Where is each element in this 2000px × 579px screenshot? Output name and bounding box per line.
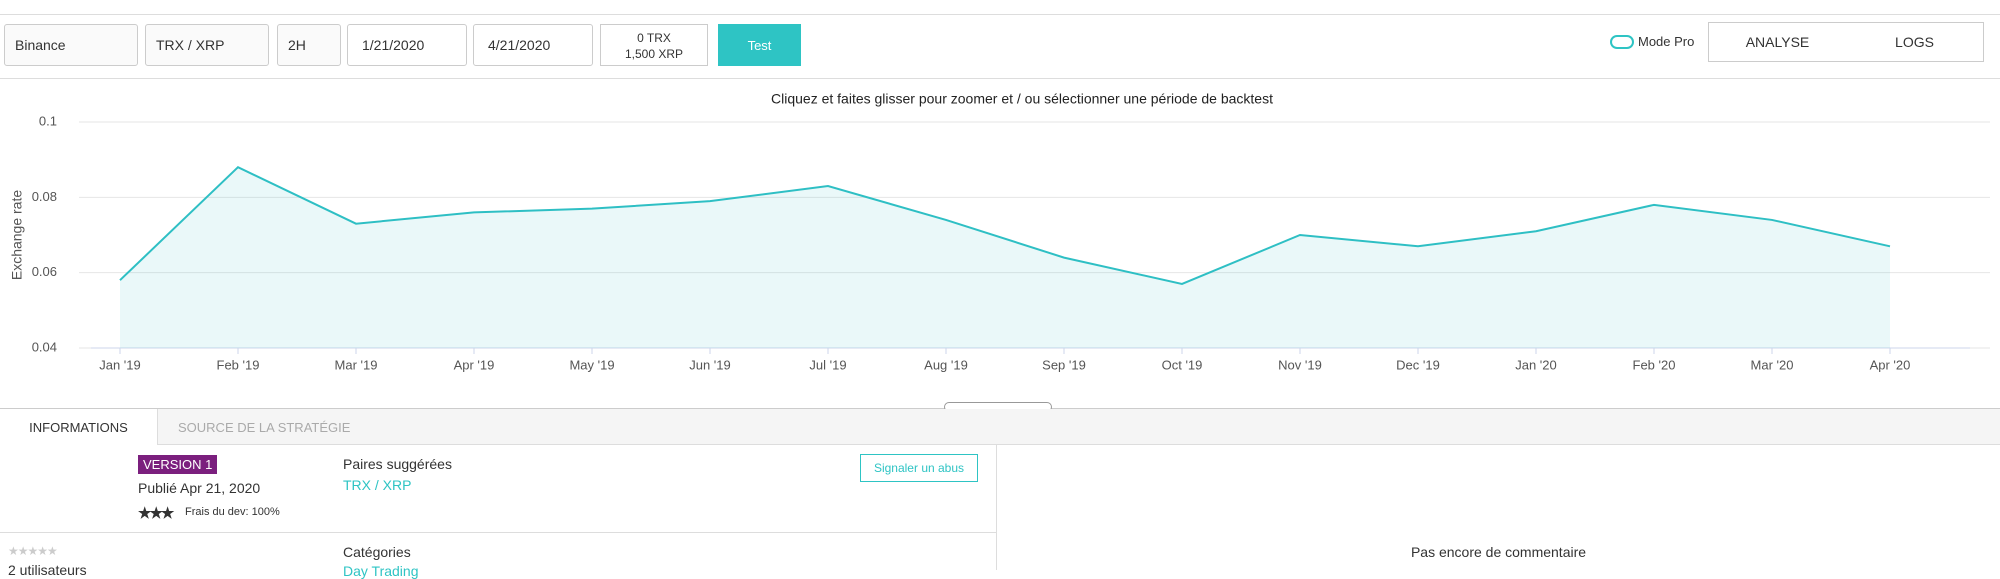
x-tick-label: Jul '19 — [809, 357, 846, 372]
mode-pro-label: Mode Pro — [1638, 34, 1695, 49]
info-divider — [0, 532, 996, 533]
x-tick-label: May '19 — [569, 357, 614, 372]
balance: 0 TRX 1,500 XRP — [600, 24, 708, 66]
x-tick-label: Mar '19 — [335, 357, 378, 372]
fees: Frais du dev: 100% — [185, 506, 280, 518]
x-tick-label: Feb '19 — [217, 357, 260, 372]
exchange-select[interactable]: Binance — [4, 24, 138, 66]
pairs-title: Paires suggérées — [343, 456, 452, 472]
x-tick-label: Aug '19 — [924, 357, 968, 372]
y-tick-label: 0.06 — [32, 264, 57, 279]
view-tab[interactable]: LOGS — [1895, 34, 1934, 50]
mode-pro-toggle[interactable] — [1610, 35, 1634, 49]
report-button[interactable]: Signaler un abus — [860, 454, 978, 482]
chart-title: Cliquez et faites glisser pour zoomer et… — [771, 91, 1273, 107]
category-link[interactable]: Day Trading — [343, 563, 419, 579]
x-tick-label: Sep '19 — [1042, 357, 1086, 372]
x-tick-label: Feb '20 — [1633, 357, 1676, 372]
rating-stars: ★★★★★ — [8, 544, 58, 558]
interval-select[interactable]: 2H — [277, 24, 341, 66]
line — [119, 165, 1891, 286]
x-tick-label: Dec '19 — [1396, 357, 1440, 372]
x-tick-label: Jan '19 — [99, 357, 141, 372]
x-tick-label: Nov '19 — [1278, 357, 1322, 372]
tab-bar — [0, 409, 2000, 445]
view-tab[interactable]: ANALYSE — [1745, 34, 1810, 50]
y-tick-label: 0.1 — [39, 113, 57, 128]
view-tabs: ANALYSE LOGS — [1708, 22, 1984, 62]
area — [120, 167, 1890, 348]
x-tick-label: Apr '20 — [1870, 357, 1911, 372]
toolbar-border — [0, 78, 2000, 79]
version-badge: VERSION 1 — [138, 455, 218, 474]
top-border — [0, 14, 2000, 15]
end-date[interactable]: 4/21/2020 — [473, 24, 593, 66]
panel-divider — [996, 445, 997, 570]
pair-select[interactable]: TRX / XRP — [145, 24, 269, 66]
y-tick-label: 0.08 — [32, 189, 57, 204]
x-tick-label: Oct '19 — [1162, 357, 1203, 372]
tab[interactable]: SOURCE DE LA STRATÉGIE — [178, 419, 351, 435]
x-tick-label: Jan '20 — [1515, 357, 1557, 372]
x-tick-label: Mar '20 — [1751, 357, 1794, 372]
pairs-link[interactable]: TRX / XRP — [343, 477, 412, 493]
balance-line: 1,500 XRP — [624, 47, 684, 61]
chart: Cliquez et faites glisser pour zoomer et… — [9, 91, 1990, 372]
x-tick-label: Apr '19 — [454, 357, 495, 372]
start-date[interactable]: 1/21/2020 — [347, 24, 467, 66]
x-tick-label: Jun '19 — [689, 357, 731, 372]
comments-empty: Pas encore de commentaire — [1410, 544, 1587, 560]
y-axis-label: Exchange rate — [9, 190, 25, 280]
published-date: Publié Apr 21, 2020 — [138, 480, 261, 496]
categories-title: Catégories — [343, 544, 411, 560]
test-button[interactable]: Test — [718, 24, 801, 66]
users: 2 utilisateurs — [8, 562, 87, 578]
balance-line: 0 TRX — [637, 31, 671, 45]
dev-icons: ★★★ — [138, 505, 174, 522]
y-tick-label: 0.04 — [32, 339, 57, 354]
tab[interactable]: INFORMATIONS — [0, 409, 158, 445]
